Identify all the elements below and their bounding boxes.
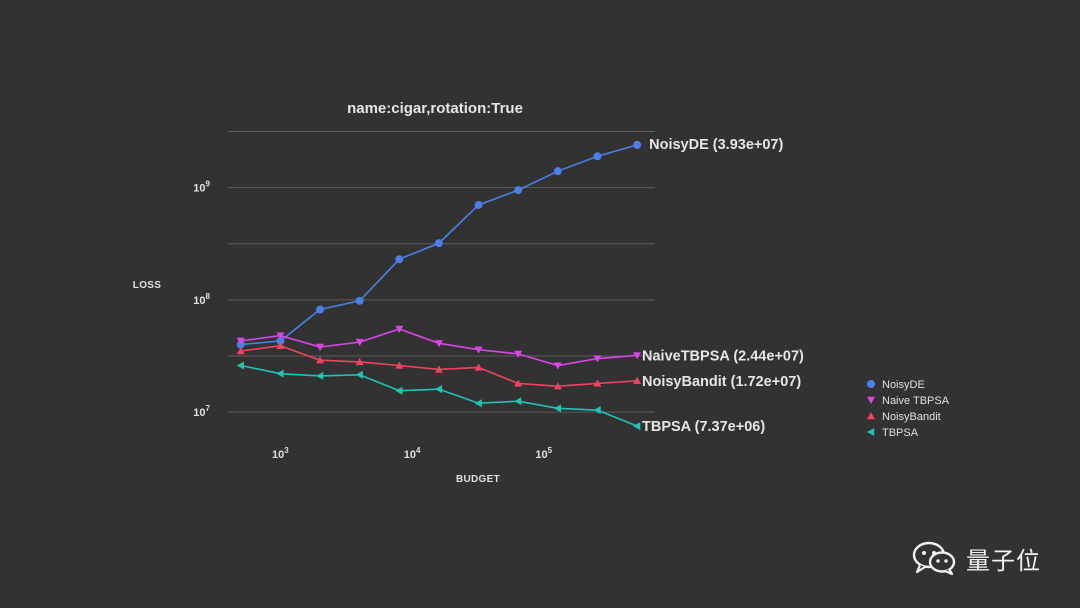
series-end-label: NoisyDE (3.93e+07): [649, 137, 783, 153]
data-point: [316, 305, 325, 314]
data-point: [553, 167, 562, 176]
legend-marker: [867, 428, 875, 436]
data-point: [316, 343, 325, 352]
legend-marker: [867, 412, 875, 420]
legend-label: Naive TBPSA: [882, 395, 950, 407]
data-point: [276, 369, 284, 378]
legend: NoisyDE Naive TBPSA NoisyBandit TBPSA: [867, 379, 950, 439]
data-point: [316, 356, 325, 364]
chart-title: name:cigar,rotation:True: [347, 100, 523, 117]
data-point: [553, 362, 562, 370]
y-axis-label: LOSS: [133, 280, 161, 291]
data-point: [395, 361, 404, 369]
data-point: [316, 371, 324, 380]
legend-label: NoisyBandit: [882, 411, 941, 423]
series-noisybandit: [236, 341, 642, 390]
legend-marker: [867, 396, 875, 404]
watermark: 量子位: [912, 538, 1041, 578]
data-point: [593, 379, 602, 387]
data-point: [593, 406, 601, 415]
legend-label: NoisyDE: [882, 379, 925, 391]
data-point: [474, 399, 482, 408]
data-point: [593, 355, 602, 363]
y-tick-label: 108: [193, 292, 210, 307]
series-end-label: TBPSA (7.37e+06): [642, 419, 765, 435]
data-point: [355, 357, 364, 366]
data-point: [434, 340, 443, 348]
data-point: [395, 386, 403, 395]
data-point: [355, 338, 364, 347]
series-naive-tbpsa: [236, 325, 642, 370]
grid-lines: [228, 130, 655, 413]
x-ticks: 103 104 105: [272, 446, 553, 461]
data-point: [434, 239, 443, 248]
data-point: [236, 347, 245, 355]
x-tick-label: 103: [272, 446, 289, 461]
series-end-label: NaiveTBPSA (2.44e+07): [642, 348, 804, 364]
y-ticks: 107 108 109: [193, 180, 210, 420]
data-point: [276, 336, 285, 345]
end-labels: NoisyDE (3.93e+07) NaiveTBPSA (2.44e+07) N…: [642, 137, 804, 435]
y-tick-label: 109: [193, 180, 210, 195]
data-point: [474, 346, 483, 354]
x-tick-label: 104: [404, 446, 421, 461]
data-point: [514, 397, 522, 406]
data-point: [474, 363, 483, 371]
data-point: [553, 382, 562, 390]
data-point: [474, 200, 483, 209]
data-point: [395, 255, 404, 264]
legend-marker: [867, 380, 875, 388]
data-point: [236, 337, 245, 345]
legend-item: NoisyBandit: [867, 411, 941, 423]
data-point: [276, 332, 285, 340]
data-point: [593, 152, 602, 161]
data-point: [236, 361, 244, 370]
wechat-icon: [912, 541, 956, 576]
series-noisyde: [236, 140, 642, 349]
data-point: [355, 370, 363, 379]
legend-label: TBPSA: [882, 427, 919, 439]
data-point: [514, 350, 523, 358]
data-point: [434, 365, 443, 373]
data-point: [633, 422, 641, 431]
data-point: [395, 325, 404, 333]
data-point: [514, 379, 523, 387]
data-point: [633, 352, 642, 360]
legend-item: NoisyDE: [867, 379, 925, 391]
x-tick-label: 105: [535, 446, 552, 461]
y-tick-label: 107: [193, 404, 210, 419]
series-layer: [236, 140, 642, 431]
watermark-text: 量子位: [966, 546, 1041, 575]
data-point: [276, 341, 285, 349]
data-point: [633, 140, 642, 149]
data-point: [633, 376, 642, 385]
legend-item: Naive TBPSA: [867, 395, 950, 407]
series-tbpsa: [236, 361, 641, 431]
legend-item: TBPSA: [867, 427, 919, 439]
data-point: [434, 385, 443, 394]
data-point: [355, 296, 364, 305]
series-end-label: NoisyBandit (1.72e+07): [642, 374, 801, 390]
x-axis-label: BUDGET: [456, 474, 500, 485]
data-point: [514, 186, 523, 195]
data-point: [553, 404, 562, 413]
series-line: [240, 364, 638, 427]
